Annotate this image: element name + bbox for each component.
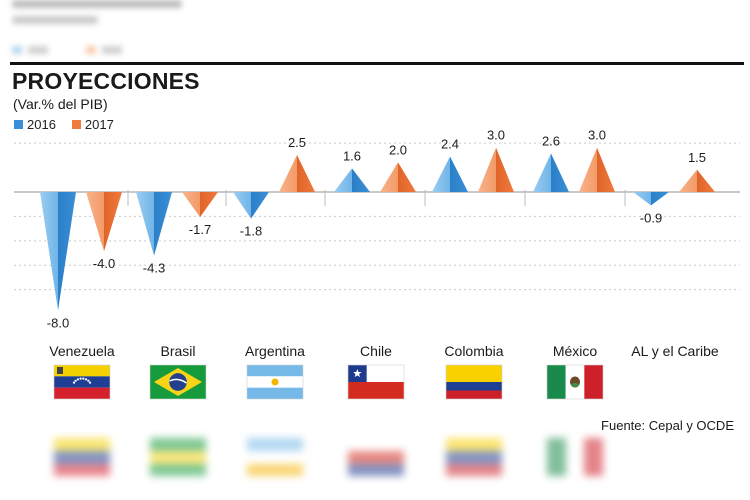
faded-flags-reflection	[54, 438, 603, 476]
category-label: Colombia	[444, 343, 503, 359]
data-label: 3.0	[588, 128, 606, 143]
projection-chart: -8.0 -4.0 Venezuela -4.3 -1.7 Brasil -1.8 2.5 Ar…	[14, 128, 740, 400]
bar-2016	[136, 192, 172, 256]
data-label: -0.9	[640, 210, 662, 225]
bar-2016	[334, 168, 370, 192]
chart-title: PROYECCIONES	[12, 68, 200, 94]
colombia-flag-icon	[445, 364, 503, 400]
bar-2017	[182, 192, 218, 218]
faded-bar	[12, 16, 98, 24]
bar-2017	[86, 192, 122, 252]
chile-flag-icon	[347, 364, 405, 400]
faded-header-reflection	[12, 0, 202, 62]
faded-chile-flag-icon	[348, 438, 404, 476]
legend-label-2017: 2017	[84, 117, 114, 132]
data-label: -4.0	[93, 256, 115, 271]
faded-bar	[12, 0, 182, 8]
data-label: 1.5	[688, 150, 706, 165]
faded-swatch	[12, 46, 22, 54]
category-label: Chile	[360, 343, 392, 359]
category-label: México	[553, 343, 598, 359]
brazil-flag-icon	[149, 364, 207, 400]
bar-2017	[478, 147, 514, 192]
category-label: AL y el Caribe	[631, 343, 719, 359]
mexico-flag-icon	[546, 364, 604, 400]
bar-2017	[380, 162, 416, 192]
chart-subtitle: (Var.% del PIB)	[13, 96, 108, 112]
venezuela-flag-icon	[53, 364, 111, 400]
bar-2017	[279, 155, 315, 192]
legend-item-2017: 2017	[71, 117, 114, 132]
faded-brazil-flag-icon	[150, 438, 206, 476]
faded-colombia-flag-icon	[446, 438, 502, 476]
bar-2016	[233, 192, 269, 219]
faded-venezuela-flag-icon	[54, 438, 110, 476]
faded-bar	[102, 46, 122, 54]
source-note: Fuente: Cepal y OCDE	[601, 418, 734, 433]
data-label: 2.0	[389, 142, 407, 157]
faded-swatch	[86, 46, 96, 54]
bar-2016	[533, 153, 569, 192]
bar-2016	[40, 192, 76, 311]
data-label: 2.4	[441, 136, 459, 151]
faded-bar	[28, 46, 48, 54]
gridlines	[14, 142, 740, 291]
category-label: Argentina	[245, 343, 305, 359]
bar-2016	[633, 192, 669, 206]
legend-item-2016: 2016	[14, 117, 56, 132]
data-label: 1.6	[343, 148, 361, 163]
data-label: 3.0	[487, 128, 505, 143]
chart-legend: 2016 2017	[14, 117, 130, 132]
faded-mexico-flag-icon	[547, 438, 603, 476]
data-label: -8.0	[47, 315, 69, 330]
bar-2017	[579, 147, 615, 192]
data-label: 2.6	[542, 134, 560, 149]
faded-argentina-flag-icon	[247, 438, 303, 476]
category-label: Venezuela	[49, 343, 115, 359]
category-label: Brasil	[160, 343, 195, 359]
legend-label-2016: 2016	[27, 117, 56, 132]
data-label: -1.7	[189, 222, 211, 237]
bar-2016	[432, 156, 468, 192]
header-rule	[10, 62, 744, 65]
data-label: 2.5	[288, 135, 306, 150]
bar-2017	[679, 169, 715, 192]
data-label: -1.8	[240, 224, 262, 239]
argentina-flag-icon	[246, 364, 304, 400]
legend-swatch-2017	[71, 120, 81, 129]
data-label: -4.3	[143, 261, 165, 276]
legend-swatch-2016	[14, 120, 23, 129]
